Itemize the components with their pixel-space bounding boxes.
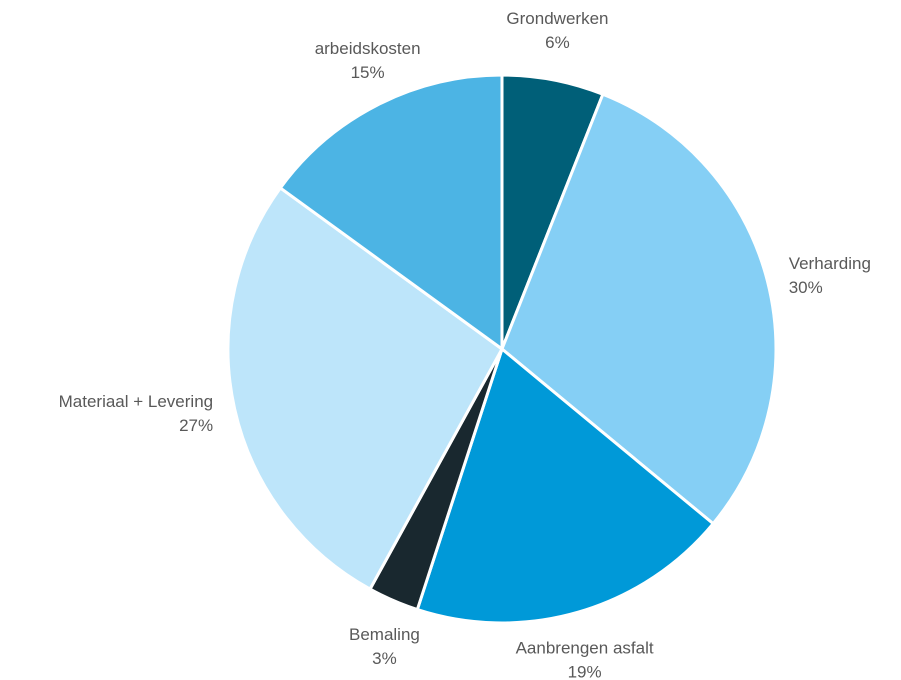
slice-label: Materiaal + Levering xyxy=(59,392,214,411)
slice-label: arbeidskosten xyxy=(315,39,421,58)
slice-value-label: 15% xyxy=(351,63,385,82)
slice-label: Verharding xyxy=(789,254,871,273)
pie-slice xyxy=(226,186,504,591)
pie-slice xyxy=(278,73,504,351)
slice-value-label: 30% xyxy=(789,278,823,297)
pie-slice xyxy=(500,92,778,526)
slice-label: Aanbrengen asfalt xyxy=(516,639,654,658)
slice-label: Grondwerken xyxy=(506,9,608,28)
slice-value-label: 27% xyxy=(179,416,213,435)
slice-value-label: 6% xyxy=(545,33,570,52)
slice-value-label: 19% xyxy=(568,663,602,680)
slice-label: Bemaling xyxy=(349,625,420,644)
pie-slice xyxy=(415,347,715,625)
slice-value-label: 3% xyxy=(372,649,397,668)
